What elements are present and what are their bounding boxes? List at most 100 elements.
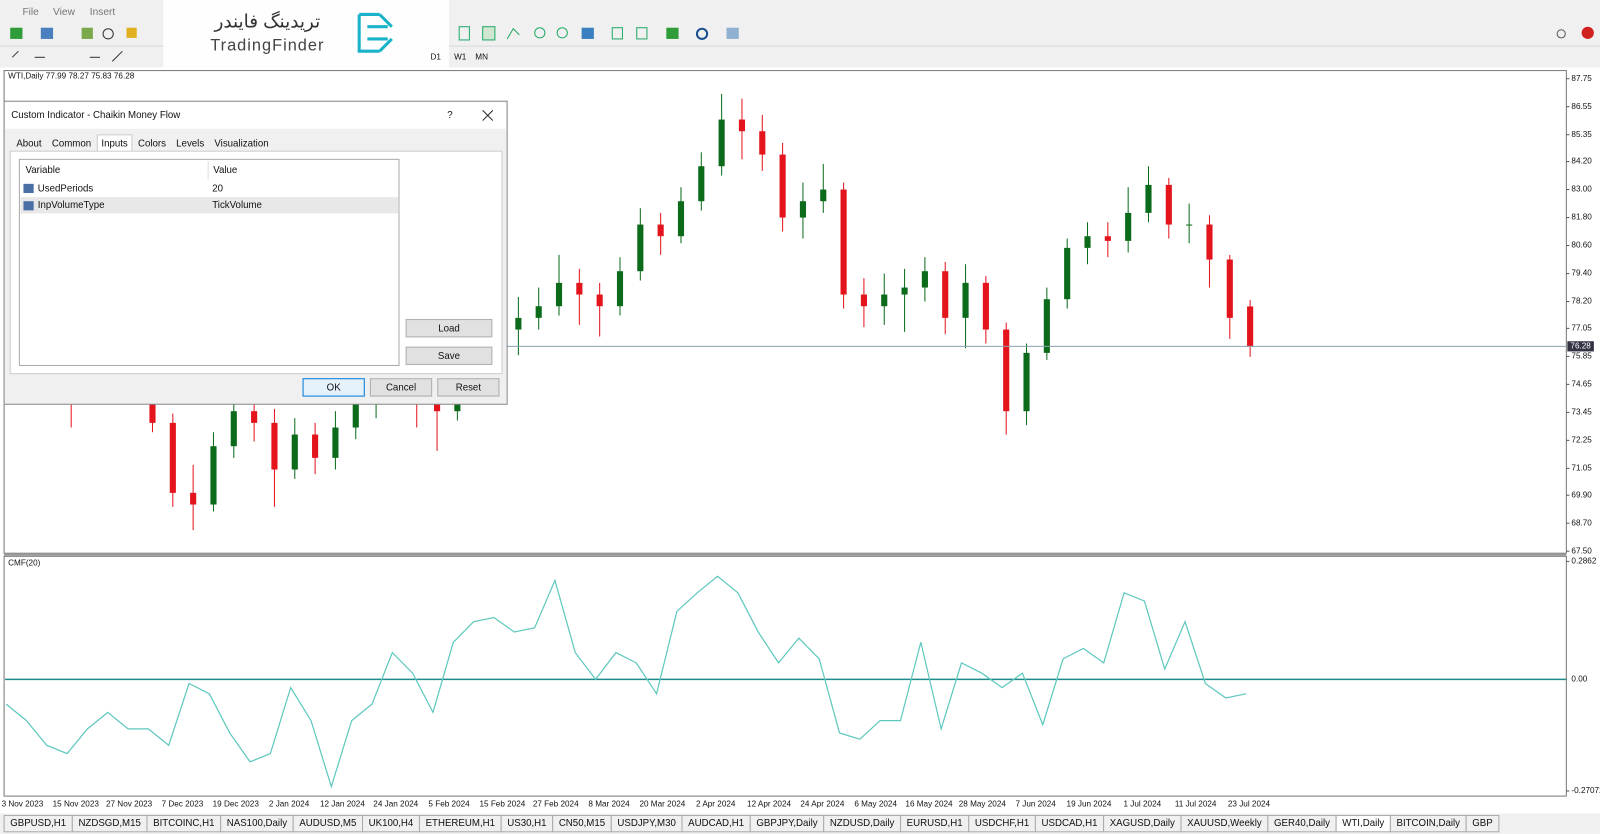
- symbol-tab[interactable]: [1465, 814, 1500, 833]
- icon[interactable]: [556, 27, 568, 39]
- save-label: Save: [438, 351, 460, 362]
- symbol: WTI,Daily: [8, 72, 44, 81]
- reset-button[interactable]: [437, 378, 500, 397]
- column-header: Value: [213, 165, 237, 176]
- search-icon[interactable]: [1556, 29, 1566, 39]
- x-tick-label: 11 Jul 2024: [1175, 799, 1217, 808]
- icon[interactable]: [506, 27, 520, 40]
- icon[interactable]: [102, 28, 114, 40]
- icon[interactable]: [40, 27, 54, 39]
- candle-body: [881, 294, 888, 307]
- row-icon: [23, 183, 34, 194]
- timeframe-button[interactable]: MN: [475, 52, 488, 61]
- x-tick-label: 2 Apr 2024: [696, 799, 736, 808]
- cancel-button[interactable]: [369, 378, 433, 397]
- icon[interactable]: [482, 26, 496, 41]
- symbol-tab-label: GER40,Daily: [1274, 818, 1330, 829]
- x-tick-label: 7 Jun 2024: [1015, 799, 1056, 808]
- icon[interactable]: [695, 27, 709, 40]
- candle-body: [1104, 236, 1111, 241]
- column-header: Variable: [26, 165, 61, 176]
- x-tick-label: 7 Dec 2023: [162, 799, 204, 808]
- icon[interactable]: [726, 27, 739, 39]
- icon[interactable]: [11, 50, 19, 58]
- candle-body: [982, 282, 989, 330]
- icon[interactable]: [458, 26, 470, 41]
- indicator-label: CMF(20): [8, 559, 40, 568]
- menu-item[interactable]: File: [22, 7, 39, 18]
- icon[interactable]: [534, 27, 546, 39]
- dialog-tab[interactable]: About: [16, 139, 42, 150]
- cancel-label: Cancel: [386, 382, 416, 393]
- symbol-tab-label: USDJPY,M30: [617, 818, 676, 829]
- candle-body: [515, 317, 522, 330]
- save-button[interactable]: [405, 346, 493, 365]
- dialog-tab[interactable]: Colors: [138, 139, 166, 150]
- cmf-line: [5, 575, 1247, 789]
- candle-body: [434, 399, 441, 412]
- dialog-tab[interactable]: Common: [52, 139, 91, 150]
- x-tick-label: 3 Nov 2023: [2, 799, 44, 808]
- candle-body: [860, 294, 867, 307]
- indicator-frame: [3, 555, 1567, 797]
- candle-body: [698, 166, 705, 202]
- close-button[interactable]: [482, 110, 494, 121]
- symbol-tab-label: USDCHF,H1: [975, 818, 1029, 829]
- candle-body: [312, 434, 319, 458]
- ok-button[interactable]: [302, 378, 365, 397]
- y-tick-label: 67.50: [1571, 546, 1592, 555]
- x-tick-label: 24 Jan 2024: [373, 799, 418, 808]
- icon[interactable]: [666, 27, 679, 39]
- candle-body: [1226, 259, 1233, 318]
- symbol-tab-label: US30,H1: [507, 818, 546, 829]
- icon[interactable]: [126, 27, 137, 38]
- symbol-tab-label: GBPJPY,Daily: [756, 818, 817, 829]
- menu-item[interactable]: View: [53, 7, 76, 18]
- candle-body: [738, 119, 746, 132]
- icon[interactable]: [10, 27, 23, 39]
- dialog-tab[interactable]: Visualization: [214, 139, 268, 150]
- symbol-tab-label: UK100,H4: [369, 818, 414, 829]
- inputs-table: [18, 158, 400, 366]
- input-name[interactable]: InpVolumeType: [38, 200, 105, 211]
- help-button[interactable]: ?: [447, 110, 453, 121]
- menu-item[interactable]: Insert: [90, 7, 116, 18]
- input-value[interactable]: TickVolume: [212, 200, 262, 211]
- timeframe-button[interactable]: W1: [454, 52, 467, 61]
- notification-icon[interactable]: [1581, 26, 1594, 39]
- symbol-tab-label: NZDSGD,M15: [78, 818, 140, 829]
- axes: 87.75 86.55 85.35 84.20 83.00 81.80 80.60 79.40…: [2, 74, 1594, 808]
- input-value[interactable]: 20: [212, 184, 223, 195]
- timeframe-button[interactable]: D1: [430, 52, 441, 61]
- x-tick-label: 12 Apr 2024: [747, 799, 791, 808]
- load-button[interactable]: [405, 319, 493, 338]
- indicator-dialog: Custom Indicator - Chaikin Money Flow ? …: [3, 100, 508, 405]
- symbol-tab-label: EURUSD,H1: [907, 818, 963, 829]
- symbol-tab-label: BITCOINC,H1: [153, 818, 214, 829]
- logo: تریدینگ فایندر TradingFinder: [163, 0, 449, 70]
- y-tick-label: 72.25: [1571, 436, 1592, 445]
- icon[interactable]: [111, 50, 123, 62]
- input-name[interactable]: UsedPeriods: [38, 184, 94, 195]
- candle-body: [230, 411, 237, 447]
- candle-body: [291, 434, 298, 470]
- ohlc-open: 77.99: [46, 72, 67, 81]
- x-tick-label: 6 May 2024: [854, 799, 897, 808]
- symbol-tab-label: XAUUSD,Weekly: [1187, 818, 1262, 829]
- icon[interactable]: [636, 27, 648, 40]
- candle-body: [1186, 224, 1193, 226]
- dialog-tab[interactable]: Levels: [176, 139, 204, 150]
- load-label: Load: [438, 323, 460, 334]
- candle-body: [962, 282, 969, 318]
- y-tick-label: 87.75: [1571, 74, 1592, 83]
- icon[interactable]: [81, 27, 93, 39]
- candle-body: [596, 294, 603, 307]
- icon[interactable]: [611, 27, 623, 40]
- logo-backdrop: [163, 0, 449, 70]
- x-tick-label: 24 Apr 2024: [800, 799, 844, 808]
- icon[interactable]: [581, 27, 594, 39]
- dialog-tab[interactable]: Inputs: [101, 139, 128, 150]
- candle-body: [759, 131, 766, 155]
- x-tick-label: 16 May 2024: [905, 799, 953, 808]
